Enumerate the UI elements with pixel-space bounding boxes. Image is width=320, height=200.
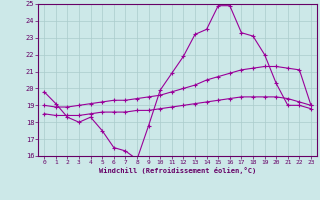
X-axis label: Windchill (Refroidissement éolien,°C): Windchill (Refroidissement éolien,°C) (99, 167, 256, 174)
